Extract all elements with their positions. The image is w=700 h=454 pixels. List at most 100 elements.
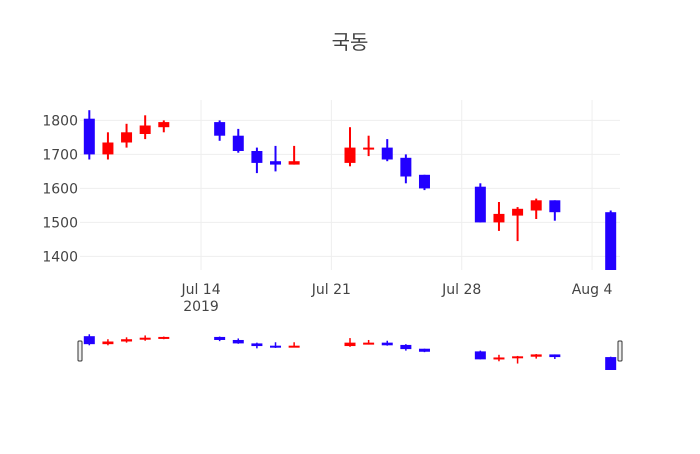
y-tick-label: 1500	[42, 215, 78, 231]
x-tick-label: Jul 14	[180, 282, 220, 298]
slider-candle-body	[549, 354, 561, 358]
slider-candle-body	[270, 345, 282, 348]
candle-body	[512, 208, 524, 216]
y-tick-label: 1800	[42, 113, 78, 129]
candle-body	[549, 200, 561, 213]
candle	[344, 127, 356, 167]
candle-body	[83, 118, 95, 155]
slider-candle-body	[139, 337, 151, 340]
candle-body	[363, 147, 375, 150]
slider-candle	[493, 354, 505, 362]
candle	[530, 198, 542, 219]
slider-candle	[512, 355, 524, 364]
y-axis-ticks: 1400 1500 1600 1700 1800	[42, 113, 78, 265]
slider-candle-body	[214, 336, 226, 340]
candle-body	[381, 147, 393, 160]
slider-candle	[363, 339, 375, 345]
slider-candle	[121, 337, 133, 343]
slider-candle	[418, 348, 430, 353]
x-tick-sublabel: 2019	[183, 299, 219, 315]
candle-body	[530, 200, 542, 211]
candle	[549, 200, 561, 221]
x-tick-label: Jul 21	[311, 282, 351, 298]
slider-candle	[605, 356, 617, 370]
candle	[158, 120, 170, 133]
candle-body	[418, 174, 430, 189]
candle	[512, 207, 524, 242]
y-tick-label: 1400	[42, 249, 78, 265]
slider-candle-body	[418, 348, 430, 352]
slider-candle	[344, 338, 356, 347]
slider-candle	[83, 334, 95, 346]
candle	[605, 210, 617, 270]
grid-layer	[80, 100, 620, 270]
range-slider-right-handle[interactable]	[617, 340, 623, 362]
candle	[381, 139, 393, 162]
candle	[232, 128, 244, 153]
slider-candle-body	[493, 357, 505, 360]
slider-candle-body	[381, 342, 393, 346]
slider-candle	[232, 338, 244, 344]
y-tick-label: 1600	[42, 181, 78, 197]
candle-layer	[83, 110, 617, 270]
slider-candle	[381, 340, 393, 346]
slider-candle-body	[363, 342, 375, 345]
slider-candle-body	[121, 339, 133, 342]
x-tick-label: Jul 28	[441, 282, 481, 298]
slider-candle-body	[530, 354, 542, 357]
candle-body	[214, 122, 226, 136]
candle-body	[102, 142, 114, 155]
slider-candle	[214, 336, 226, 342]
slider-candle	[158, 336, 170, 340]
slider-candle	[288, 342, 300, 348]
slider-candle-body	[158, 336, 170, 339]
slider-candle-body	[344, 342, 356, 347]
slider-candle-body	[288, 345, 300, 348]
candle	[474, 183, 486, 223]
slider-candle	[549, 354, 561, 359]
slider-candle-body	[474, 351, 486, 360]
slider-candle-body	[605, 357, 617, 370]
slider-candle-body	[83, 336, 95, 345]
slider-candle	[251, 342, 263, 349]
slider-candle	[270, 342, 282, 348]
candle-body	[251, 151, 263, 163]
candle-body	[232, 135, 244, 151]
x-tick-label: Aug 4	[572, 282, 613, 298]
slider-candle	[474, 350, 486, 360]
slider-candle	[139, 335, 151, 341]
slider-candle	[400, 344, 412, 351]
candle-body	[121, 132, 133, 143]
candle-body	[493, 213, 505, 223]
candle	[363, 135, 375, 157]
slider-candle-body	[512, 356, 524, 359]
candle-body	[400, 157, 412, 177]
candle	[139, 115, 151, 140]
chart-title: 국동	[332, 30, 369, 54]
slider-candle-body	[232, 339, 244, 344]
slider-candle-body	[400, 344, 412, 350]
candle	[251, 147, 263, 174]
candle	[270, 145, 282, 172]
candle	[83, 110, 95, 160]
candle	[121, 123, 133, 148]
candle	[493, 202, 505, 231]
slider-candle-body	[251, 343, 263, 347]
y-tick-label: 1700	[42, 147, 78, 163]
candle	[400, 154, 412, 184]
candle-body	[474, 186, 486, 223]
candle-body	[139, 125, 151, 134]
range-slider-left-handle[interactable]	[77, 340, 83, 362]
range-slider[interactable]	[77, 334, 623, 370]
candle-body	[288, 161, 300, 165]
candle-body	[605, 212, 617, 270]
slider-candle	[102, 339, 114, 346]
candle	[214, 120, 226, 141]
slider-candle	[530, 354, 542, 359]
candle	[418, 174, 430, 191]
candle	[288, 145, 300, 165]
candle-body	[158, 122, 170, 128]
